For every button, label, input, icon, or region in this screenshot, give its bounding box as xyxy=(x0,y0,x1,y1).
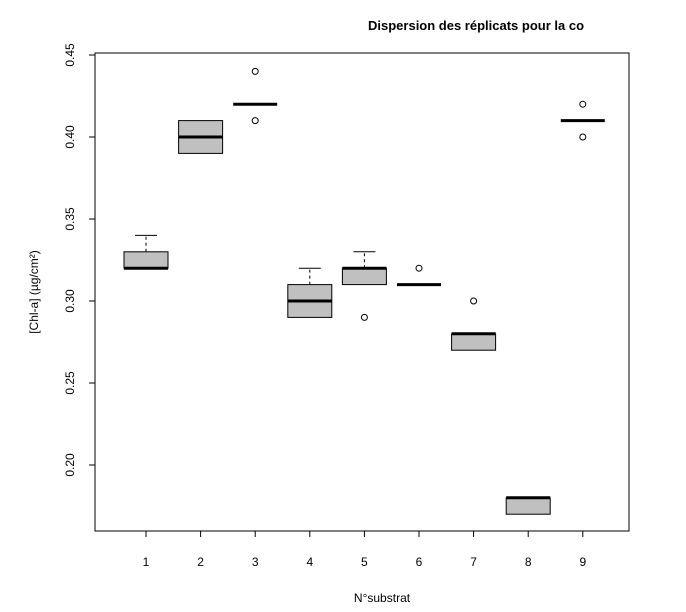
box-rect xyxy=(505,497,551,515)
box-5 xyxy=(341,251,387,321)
chart-title: Dispersion des réplicats pour la co xyxy=(368,18,584,33)
x-tick-label: 8 xyxy=(525,555,532,569)
x-axis-label: N°substrat xyxy=(354,591,411,605)
y-axis: 0.20 0.25 0.30 0.35 0.40 0.45 xyxy=(63,43,96,477)
y-tick-label: 0.35 xyxy=(63,207,77,231)
box-3 xyxy=(233,67,278,125)
x-tick-label: 9 xyxy=(579,555,586,569)
x-tick-label: 3 xyxy=(252,555,259,569)
box-rect xyxy=(451,333,497,351)
outlier-point xyxy=(579,100,587,108)
y-tick-label: 0.30 xyxy=(63,289,77,313)
box-7 xyxy=(451,297,497,351)
x-tick-label: 5 xyxy=(361,555,368,569)
box-2 xyxy=(178,120,224,154)
outlier-point xyxy=(415,264,423,272)
box-rect xyxy=(341,267,387,286)
box-9 xyxy=(560,100,605,141)
x-tick-label: 2 xyxy=(197,555,204,569)
x-axis: 1 2 3 4 5 6 7 8 9 xyxy=(143,530,586,569)
y-tick-label: 0.20 xyxy=(63,453,77,477)
outlier-point xyxy=(579,133,587,141)
x-tick-label: 7 xyxy=(470,555,477,569)
box-rect xyxy=(123,251,169,269)
box-4 xyxy=(287,267,333,318)
x-tick-label: 4 xyxy=(306,555,313,569)
y-tick-label: 0.45 xyxy=(63,43,77,67)
plot-frame xyxy=(94,52,630,532)
outlier-point xyxy=(251,67,259,75)
box-6 xyxy=(397,264,441,287)
x-tick-label: 6 xyxy=(416,555,423,569)
outlier-point xyxy=(470,297,478,305)
box-1 xyxy=(123,234,169,270)
boxes-group xyxy=(123,67,605,515)
y-axis-label: [Chl-a] (µg/cm²) xyxy=(27,250,41,334)
outlier-point xyxy=(251,117,259,125)
y-tick-label: 0.40 xyxy=(63,125,77,149)
y-tick-label: 0.25 xyxy=(63,371,77,395)
x-tick-label: 1 xyxy=(143,555,150,569)
outlier-point xyxy=(360,313,368,321)
box-8 xyxy=(505,496,551,515)
